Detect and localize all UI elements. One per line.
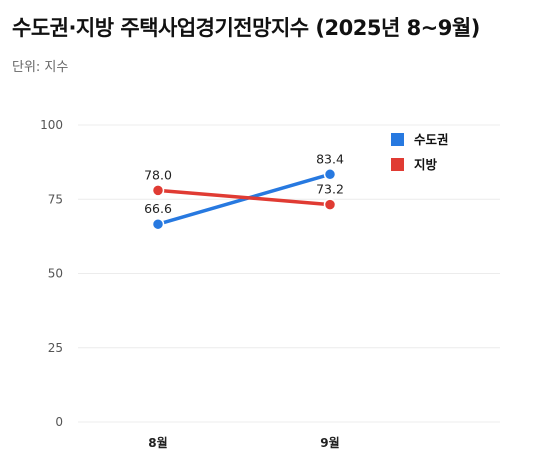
x-tick-label-1: 8월	[148, 435, 167, 450]
legend-swatch-2	[391, 158, 404, 171]
label-layer: 66.6 83.4 78.0 73.2	[144, 151, 344, 216]
y-tick-label-50: 50	[48, 267, 63, 281]
legend-label-1: 수도권	[414, 132, 449, 147]
chart-title: 수도권·지방 주택사업경기전망지수 (2025년 8~9월)	[12, 16, 480, 40]
chart-subtitle-unit: 단위: 지수	[12, 60, 69, 75]
y-tick-label-25: 25	[48, 341, 63, 355]
y-tick-label-75: 75	[48, 192, 63, 206]
y-tick-label-100: 100	[40, 118, 63, 132]
series-line-2	[156, 188, 332, 207]
x-tick-label-2: 9월	[320, 435, 339, 450]
data-point-s1-2	[323, 168, 337, 181]
series-line-1	[156, 172, 332, 226]
data-label-s1-1: 66.6	[144, 201, 172, 216]
data-label-s2-1: 78.0	[144, 167, 172, 182]
data-point-s1-1	[151, 217, 165, 231]
y-tick-label-0: 0	[55, 415, 63, 429]
data-label-s1-2: 83.4	[316, 151, 344, 166]
data-point-s2-1	[151, 184, 165, 197]
legend-swatch-1	[391, 133, 404, 146]
series-layer	[151, 168, 337, 231]
grid-layer: 0 25 50 75 100 8월 9월	[40, 118, 500, 450]
data-label-s2-2: 73.2	[316, 182, 344, 197]
data-point-s2-2	[323, 198, 337, 211]
legend-label-2: 지방	[414, 157, 438, 172]
